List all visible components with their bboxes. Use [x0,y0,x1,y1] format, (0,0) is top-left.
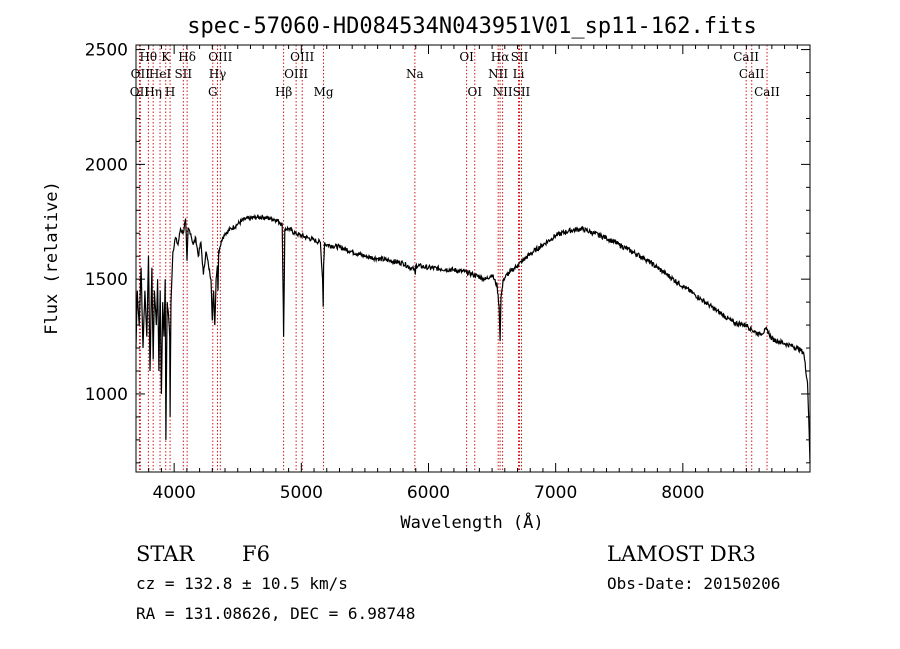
x-tick-label: 6000 [407,483,450,503]
line-label: OI [459,50,474,64]
x-axis-label: Wavelength (Å) [400,511,543,533]
line-label: OIII [208,50,232,64]
line-label: Na [406,67,424,81]
x-tick-label: 7000 [534,483,577,503]
spectral-line-markers [138,45,768,472]
line-label: Li [513,67,525,81]
x-tick-label: 5000 [280,483,323,503]
spectrum-line [135,213,811,463]
line-label: OIII [284,67,308,81]
y-tick-label: 2000 [85,155,128,175]
line-label: Hη [144,85,162,99]
line-label: SII [174,67,192,81]
x-tick-label: 8000 [661,483,704,503]
line-label: OII [131,67,151,81]
line-label: OIII [290,50,314,64]
line-label: Hβ [275,85,292,99]
line-label: OI [467,85,482,99]
spectral-subclass: F6 [242,542,270,566]
plot-frame [135,44,811,473]
line-label: Hθ [139,50,157,64]
y-tick-label: 2500 [85,41,128,61]
line-label: CaII [754,85,780,99]
line-label: Mg [314,85,334,99]
spectral-line-labels: OII OII Hθ Hη HeI K H SII Hδ G Hγ OIII Hβ OIII OIII Mg N… [130,50,780,99]
line-label: CaII [739,67,765,81]
line-label: CaII [733,50,759,64]
line-label: OII [130,85,150,99]
y-tick-label: 1000 [85,385,128,405]
line-label: HeI [149,67,172,81]
line-label: Hδ [178,50,196,64]
y-axis-ticks: 1000 1500 2000 2500 [85,41,810,464]
x-axis-ticks: 4000 5000 6000 7000 8000 [135,45,811,503]
redshift-info: cz = 132.8 ± 10.5 km/s [136,574,348,593]
line-label: NII [488,67,508,81]
line-label: SII [511,50,529,64]
line-label: Hγ [209,67,227,81]
line-label: SII [513,85,531,99]
chart-title: spec-57060-HD084534N043951V01_sp11-162.f… [187,14,757,39]
line-label: H [165,85,175,99]
survey-name: LAMOST DR3 [607,542,756,566]
y-axis-label: Flux (relative) [42,181,62,335]
line-label: NII [493,85,513,99]
line-label: Hα [491,50,510,64]
line-label: K [161,50,171,64]
x-tick-label: 4000 [153,483,196,503]
observation-date: Obs-Date: 20150206 [607,574,780,593]
object-class: STAR [136,542,195,566]
line-label: G [208,85,218,99]
y-tick-label: 1500 [85,270,128,290]
coordinates: RA = 131.08626, DEC = 6.98748 [136,604,415,623]
